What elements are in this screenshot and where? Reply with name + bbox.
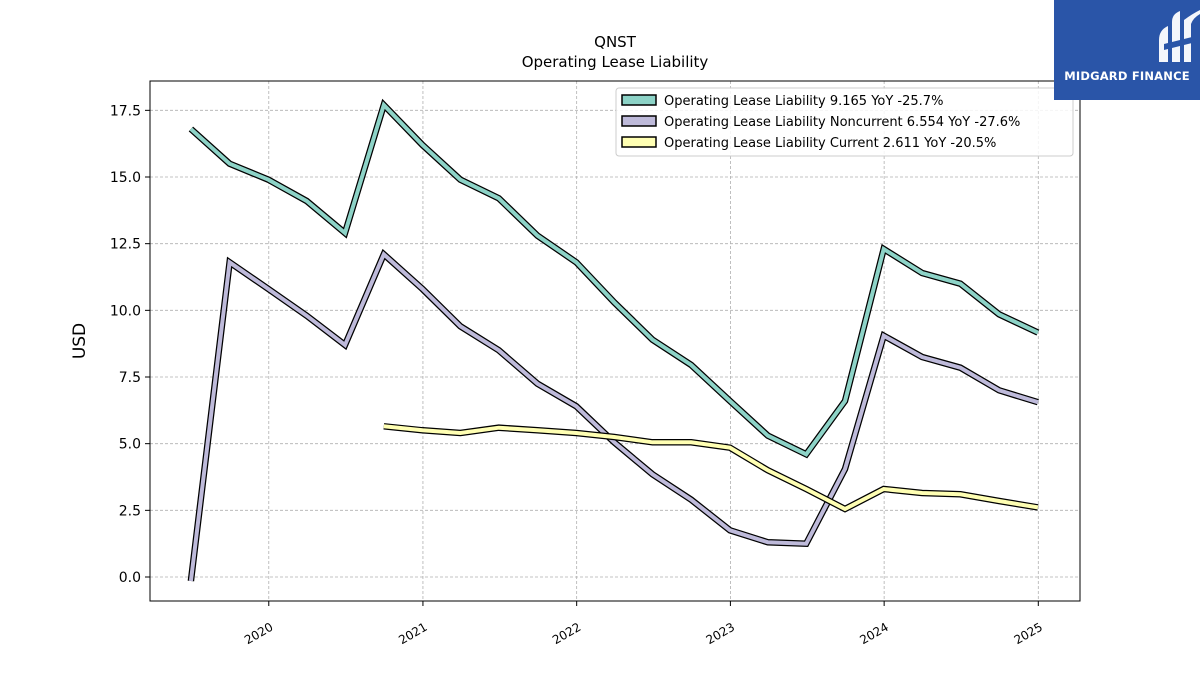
x-tick-label: 2025 — [1012, 620, 1045, 647]
legend-swatch — [621, 136, 657, 148]
legend: Operating Lease Liability 9.165 YoY -25.… — [615, 87, 1074, 157]
x-tick-label: 2022 — [550, 620, 583, 647]
series-line-0 — [188, 98, 1040, 459]
series-outline — [188, 98, 1040, 459]
chart-title: QNST — [594, 33, 637, 51]
legend-entry: Operating Lease Liability Current 2.611 … — [664, 136, 996, 151]
series-line-1 — [187, 248, 1039, 582]
legend-swatch — [621, 94, 657, 106]
chart-subtitle: Operating Lease Liability — [522, 53, 709, 71]
y-tick-label: 17.5 — [110, 103, 141, 119]
x-tick-label: 2024 — [857, 620, 890, 647]
brand-logo: MIDGARD FINANCE — [1054, 0, 1200, 100]
legend-entry: Operating Lease Liability Noncurrent 6.5… — [664, 115, 1020, 130]
grid-lines — [150, 81, 1080, 601]
x-axis: 2020 2021 2022 2023 2024 2025 — [242, 601, 1045, 647]
y-tick-label: 10.0 — [110, 303, 141, 319]
y-tick-label: 7.5 — [119, 370, 141, 386]
y-tick-label: 0.0 — [119, 570, 141, 586]
x-tick-label: 2023 — [704, 620, 737, 647]
series-layer — [187, 98, 1040, 582]
plot-frame — [149, 80, 1081, 602]
y-axis-label: USD — [70, 323, 90, 359]
y-tick-label: 5.0 — [119, 437, 141, 453]
series-line-2 — [383, 423, 1039, 513]
series-stroke — [383, 424, 1039, 512]
x-tick-label: 2021 — [396, 620, 429, 647]
y-tick-label: 15.0 — [110, 170, 141, 186]
legend-box — [615, 87, 1074, 157]
brand-mark-icon — [1159, 10, 1200, 62]
legend-entry: Operating Lease Liability 9.165 YoY -25.… — [664, 94, 943, 109]
y-tick-label: 12.5 — [110, 237, 141, 253]
y-tick-label: 2.5 — [119, 503, 141, 519]
series-stroke — [188, 250, 1039, 582]
x-tick-label: 2020 — [242, 620, 275, 647]
y-axis: 0.0 2.5 5.0 7.5 10.0 12.5 15.0 17.5 — [110, 103, 150, 586]
series-stroke — [189, 101, 1039, 457]
legend-swatch — [621, 115, 657, 127]
brand-name: MIDGARD FINANCE — [1064, 69, 1190, 83]
series-outline — [383, 423, 1039, 513]
